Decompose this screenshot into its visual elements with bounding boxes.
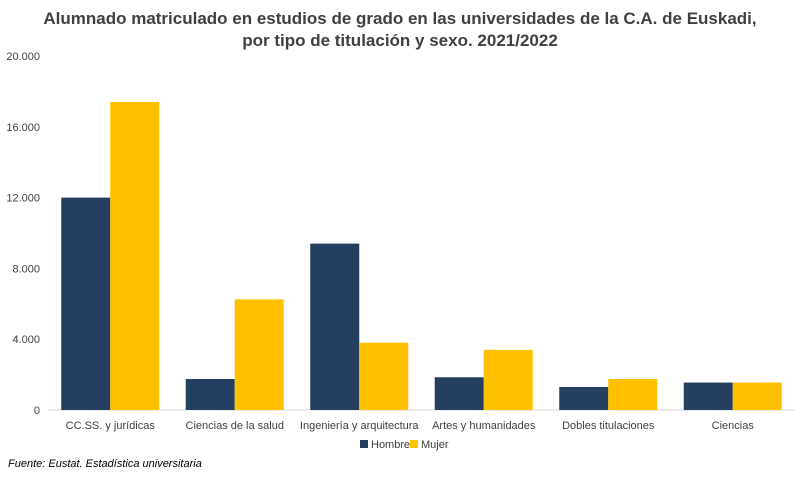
bar-mujer [732, 382, 782, 410]
bar-hombre [434, 377, 484, 410]
y-tick-label: 12.000 [6, 193, 40, 205]
legend-swatch-mujer [410, 440, 418, 448]
bar-hombre [683, 382, 733, 410]
y-tick-label: 8.000 [12, 263, 40, 275]
bar-mujer [234, 299, 284, 410]
y-tick-label: 20.000 [6, 51, 40, 63]
chart-title: Alumnado matriculado en estudios de grad… [0, 8, 800, 52]
bar-mujer [359, 342, 409, 410]
y-tick-label: 4.000 [12, 334, 40, 346]
x-tick-label: Artes y humanidades [432, 420, 536, 432]
legend-label-hombre: Hombre [371, 439, 410, 451]
bar-mujer [608, 379, 658, 410]
chart-title-line-2: por tipo de titulación y sexo. 2021/2022 [242, 31, 558, 50]
x-tick-label: CC.SS. y jurídicas [66, 420, 156, 432]
y-tick-label: 16.000 [6, 122, 40, 134]
y-tick-label: 0 [34, 405, 40, 417]
bar-mujer [483, 349, 533, 410]
source-note: Fuente: Eustat. Estadística universitari… [8, 458, 202, 470]
x-tick-label: Ciencias de la salud [186, 420, 284, 432]
bar-mujer [110, 102, 160, 411]
bar-hombre [310, 243, 360, 410]
x-tick-label: Dobles titulaciones [562, 420, 655, 432]
x-tick-label: Ingeniería y arquitectura [300, 420, 420, 432]
chart-title-line-1: Alumnado matriculado en estudios de grad… [43, 9, 757, 28]
bar-hombre [61, 197, 111, 410]
bar-hombre [559, 386, 609, 410]
legend-label-mujer: Mujer [421, 439, 449, 451]
x-tick-label: Ciencias [712, 420, 755, 432]
legend-swatch-hombre [360, 440, 368, 448]
bar-hombre [185, 379, 235, 410]
